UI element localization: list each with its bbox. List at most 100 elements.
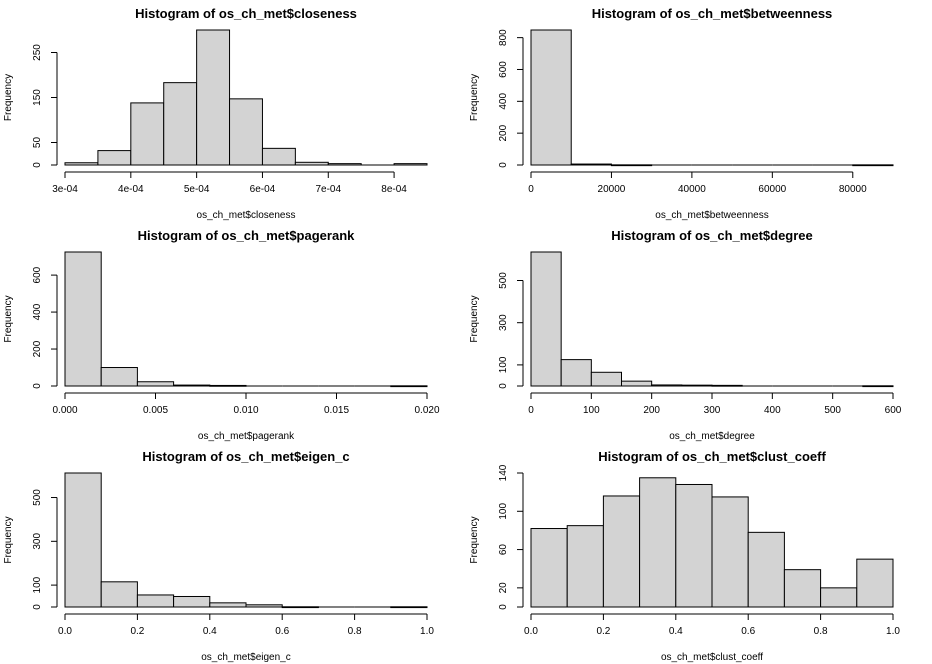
x-tick-label: 0.000 — [52, 405, 77, 416]
histogram-bar — [856, 558, 894, 608]
y-tick-label: 0 — [32, 383, 43, 389]
histogram-bar — [294, 161, 329, 166]
x-tick-label: 20000 — [598, 184, 626, 195]
histogram-bar — [130, 102, 165, 166]
x-axis-label: os_ch_met$eigen_c — [201, 652, 291, 663]
histogram-bar — [229, 98, 263, 166]
y-tick-label: 400 — [498, 93, 509, 110]
chart-title: Histogram of os_ch_met$betweenness — [592, 6, 833, 21]
y-tick-label: 140 — [498, 464, 509, 481]
x-tick-label: 200 — [643, 405, 660, 416]
x-axis-label: os_ch_met$degree — [669, 431, 755, 442]
x-tick-label: 0.2 — [596, 626, 610, 637]
histogram-bar — [711, 384, 743, 387]
x-tick-label: 0.010 — [233, 405, 258, 416]
x-tick-label: 60000 — [758, 184, 786, 195]
x-tick-label: 0.6 — [741, 626, 755, 637]
x-tick-label: 0.4 — [203, 626, 217, 637]
x-axis-label: os_ch_met$clust_coeff — [661, 652, 763, 663]
histogram-panel-2: Histogram of os_ch_met$pagerank 0.000 0.00… — [3, 228, 440, 442]
histogram-bar — [783, 569, 822, 608]
histogram-bar — [566, 525, 604, 608]
x-tick-label: 0 — [528, 405, 534, 416]
histogram-bar — [261, 147, 296, 166]
histogram-bar — [747, 531, 785, 608]
histogram-panel-0: Histogram of os_ch_met$closeness 3e-04 4e-… — [3, 6, 428, 221]
y-tick-label: 400 — [32, 303, 43, 320]
histogram-bar — [852, 164, 894, 167]
histogram-bar — [390, 385, 428, 388]
x-axis-label: os_ch_met$closeness — [197, 210, 296, 221]
y-tick-label: 300 — [498, 314, 509, 331]
x-tick-label: 400 — [764, 405, 781, 416]
x-tick-label: 600 — [885, 405, 902, 416]
x-tick-label: 0.6 — [275, 626, 289, 637]
y-tick-label: 20 — [498, 582, 509, 594]
histogram-bar — [590, 371, 622, 387]
x-tick-label: 0.015 — [324, 405, 349, 416]
histogram-panel-4: Histogram of os_ch_met$eigen_c 0.0 0.2 0.4 0… — [3, 449, 434, 663]
y-tick-label: 0 — [498, 383, 509, 389]
y-tick-label: 100 — [498, 503, 509, 520]
y-axis-label: Frequency — [469, 516, 480, 563]
chart-title: Histogram of os_ch_met$closeness — [135, 6, 357, 21]
histogram-bar — [64, 472, 102, 608]
y-tick-label: 200 — [498, 124, 509, 141]
x-tick-label: 0.4 — [669, 626, 683, 637]
histogram-bar — [560, 359, 592, 387]
y-tick-label: 800 — [498, 29, 509, 46]
y-tick-label: 150 — [32, 89, 43, 106]
x-tick-label: 300 — [704, 405, 721, 416]
histogram-bar — [327, 163, 362, 166]
histogram-bar — [173, 595, 211, 608]
y-tick-label: 0 — [498, 162, 509, 168]
histogram-bar — [390, 606, 428, 609]
histogram-bar — [209, 384, 247, 387]
y-tick-label: 100 — [498, 356, 509, 373]
x-tick-label: 8e-04 — [381, 184, 407, 195]
x-tick-label: 500 — [824, 405, 841, 416]
histogram-bar — [820, 587, 858, 608]
histogram-bar — [136, 381, 175, 387]
histogram-bar — [530, 251, 562, 387]
x-tick-label: 0.020 — [414, 405, 439, 416]
histogram-bar — [530, 29, 572, 166]
histogram-bar — [163, 82, 198, 166]
x-tick-label: 6e-04 — [250, 184, 276, 195]
histogram-bar — [675, 483, 713, 608]
histogram-bar — [393, 163, 428, 166]
histogram-bar — [681, 384, 713, 387]
y-axis-label: Frequency — [3, 516, 14, 563]
x-tick-label: 7e-04 — [315, 184, 341, 195]
x-tick-label: 5e-04 — [184, 184, 210, 195]
x-tick-label: 4e-04 — [118, 184, 144, 195]
x-tick-label: 80000 — [839, 184, 867, 195]
chart-title: Histogram of os_ch_met$pagerank — [138, 228, 356, 243]
y-axis-label: Frequency — [3, 74, 14, 121]
histogram-bar — [602, 495, 641, 608]
histogram-panel-3: Histogram of os_ch_met$degree 0 100 200 300 4… — [469, 228, 902, 442]
x-tick-label: 0.0 — [58, 626, 72, 637]
y-tick-label: 60 — [498, 544, 509, 556]
histogram-bar — [64, 162, 99, 166]
x-tick-label: 0.005 — [143, 405, 168, 416]
y-tick-label: 100 — [32, 576, 43, 593]
x-tick-label: 0.0 — [524, 626, 538, 637]
histogram-bar — [711, 496, 749, 608]
histogram-bar — [530, 528, 568, 608]
chart-title: Histogram of os_ch_met$degree — [611, 228, 813, 243]
y-tick-label: 0 — [32, 604, 43, 610]
chart-title: Histogram of os_ch_met$clust_coeff — [598, 449, 826, 464]
histogram-bar — [64, 251, 102, 387]
histogram-bar — [209, 602, 247, 608]
histogram-bar — [136, 594, 175, 608]
y-tick-label: 600 — [498, 61, 509, 78]
x-tick-label: 1.0 — [886, 626, 900, 637]
x-tick-label: 0.2 — [130, 626, 144, 637]
histogram-panel-1: Histogram of os_ch_met$betweenness 0 20000… — [469, 6, 894, 221]
histogram-bar — [97, 150, 132, 166]
histogram-bar — [173, 384, 211, 387]
histogram-bar — [862, 385, 894, 388]
y-tick-label: 600 — [32, 266, 43, 283]
